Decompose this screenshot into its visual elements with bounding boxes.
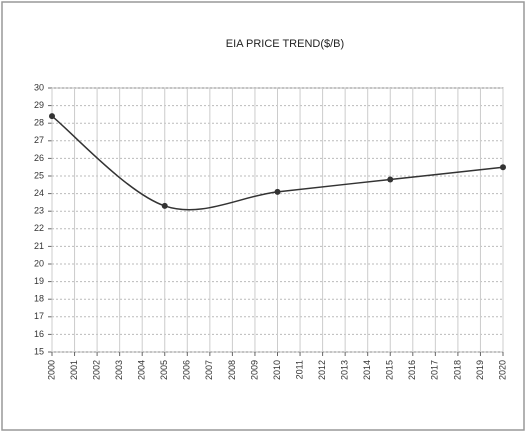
y-tick-label: 27	[34, 135, 44, 145]
x-tick-label: 2003	[114, 360, 124, 380]
y-tick-label: 17	[34, 311, 44, 321]
x-tick-label: 2016	[407, 360, 417, 380]
y-tick-label: 30	[34, 82, 44, 92]
point	[49, 113, 55, 120]
x-tick-label: 2004	[137, 360, 147, 380]
x-tick-label: 2019	[475, 360, 485, 380]
x-tick-label: 2018	[452, 360, 462, 380]
x-tick-label: 2009	[249, 360, 259, 380]
y-tick-label: 29	[34, 100, 44, 110]
y-tick-label: 19	[34, 276, 44, 286]
x-tick-label: 2006	[182, 360, 192, 380]
y-tick-label: 20	[34, 258, 44, 268]
x-tick-label: 2011	[294, 360, 304, 379]
y-tick-label: 26	[34, 153, 44, 163]
x-tick-label: 2014	[362, 360, 372, 380]
point	[274, 188, 281, 195]
x-tick-label: 2002	[91, 360, 101, 380]
point	[161, 202, 168, 209]
y-tick-label: 28	[34, 118, 44, 128]
x-tick-label: 2001	[69, 360, 79, 380]
x-tick-label: 2020	[497, 360, 507, 380]
x-tick-label: 2008	[227, 360, 237, 380]
point	[387, 176, 394, 183]
x-tick-label: 2007	[204, 360, 214, 380]
y-tick-label: 21	[34, 241, 44, 251]
y-tick-label: 18	[34, 294, 44, 304]
point	[500, 164, 506, 171]
y-tick-label: 23	[34, 206, 44, 216]
x-tick-label: 2012	[317, 360, 327, 380]
y-tick-label: 16	[34, 329, 44, 339]
x-tick-label: 2013	[340, 360, 350, 380]
y-tick-label: 25	[34, 170, 44, 180]
chart-title: EIA PRICE TREND($/B)	[226, 38, 344, 50]
y-tick-label: 22	[34, 223, 44, 233]
x-tick-label: 2010	[272, 360, 282, 380]
x-tick-label: 2000	[46, 360, 56, 380]
x-tick-label: 2005	[159, 360, 169, 380]
x-tick-label: 2015	[385, 360, 395, 380]
y-tick-label: 15	[34, 346, 44, 356]
line	[51, 115, 504, 211]
y-tick-label: 24	[34, 188, 44, 198]
x-tick-label: 2017	[430, 360, 440, 380]
